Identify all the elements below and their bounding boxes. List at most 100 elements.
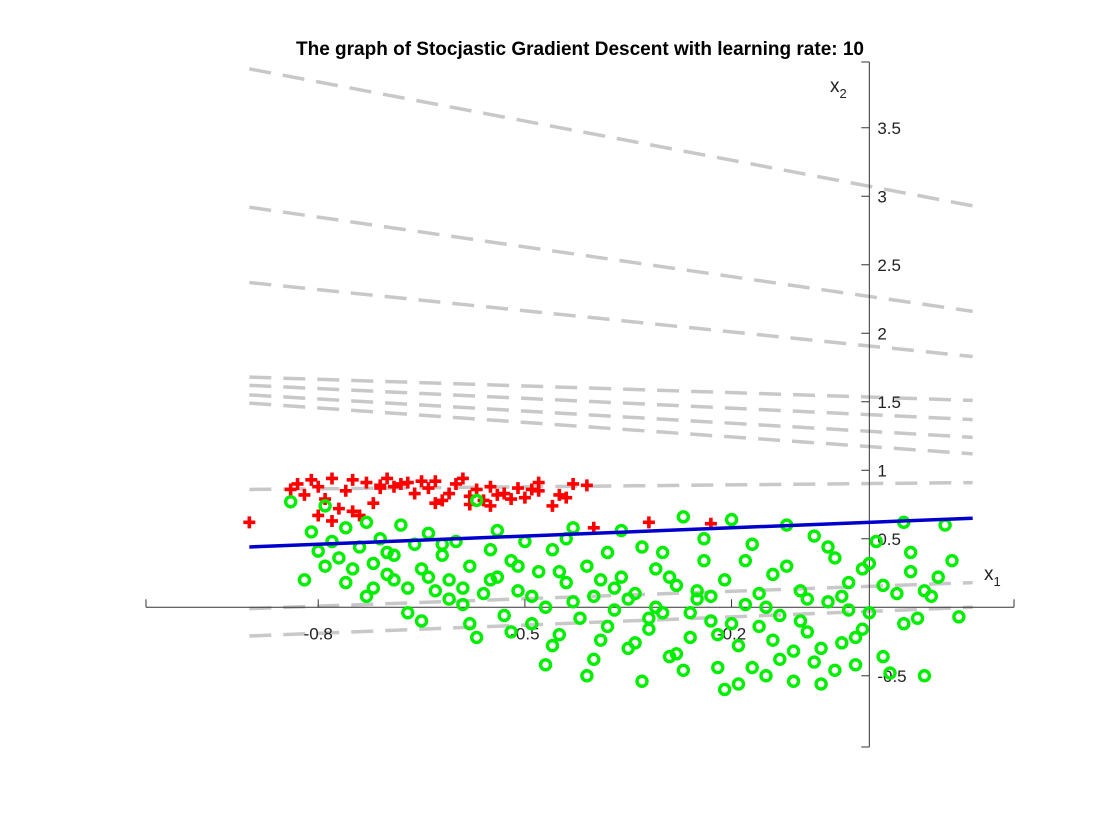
positive-class-point	[353, 509, 366, 522]
negative-class-point	[456, 597, 470, 612]
svg-text:x2: x2	[830, 76, 847, 101]
negative-class-point	[848, 658, 863, 672]
negative-class-point	[559, 575, 573, 590]
positive-class-point	[436, 494, 449, 507]
negative-class-point	[511, 559, 525, 573]
positive-class-point	[470, 483, 483, 496]
negative-class-point	[903, 545, 918, 560]
positive-class-point	[532, 484, 545, 497]
negative-class-point	[621, 592, 635, 606]
positive-class-point	[339, 484, 352, 497]
negative-class-point	[600, 545, 615, 560]
negative-class-point	[580, 559, 594, 573]
positive-class-point	[484, 480, 497, 493]
negative-class-point	[800, 592, 815, 606]
y-tick-label: 1	[877, 461, 886, 480]
negative-class-point	[401, 581, 415, 595]
negative-class-point	[952, 610, 966, 624]
negative-class-point	[297, 573, 312, 587]
positive-class-point	[415, 475, 428, 488]
positive-class-point	[443, 487, 456, 500]
negative-class-point	[669, 647, 684, 661]
positive-class-point	[243, 516, 256, 529]
negative-class-point	[635, 674, 649, 688]
negative-class-point	[607, 581, 622, 595]
negative-class-point	[580, 669, 594, 683]
intermediate-boundary-line	[249, 67, 973, 208]
intermediate-boundary-line	[249, 205, 973, 314]
negative-class-point	[614, 570, 629, 584]
negative-class-point	[511, 584, 525, 598]
negative-class-point	[862, 606, 877, 620]
intermediate-boundary-line	[249, 393, 973, 440]
negative-class-point	[635, 540, 649, 554]
negative-class-point	[566, 595, 580, 609]
negative-class-point	[339, 575, 353, 590]
positive-class-point	[429, 497, 442, 510]
negative-class-point	[325, 534, 339, 549]
negative-class-point	[538, 658, 553, 672]
negative-class-point	[738, 553, 753, 568]
negative-class-point	[697, 532, 711, 546]
negative-class-point	[683, 630, 697, 645]
negative-class-point	[359, 589, 374, 603]
positive-class-point	[374, 479, 387, 492]
negative-class-point	[773, 608, 787, 623]
negative-class-point	[655, 545, 670, 560]
x-axis-label: x1	[984, 564, 1001, 589]
positive-class-point	[312, 480, 325, 493]
negative-class-point	[704, 589, 718, 603]
y-axis-label: x2	[830, 76, 847, 101]
negative-class-point	[662, 570, 677, 584]
negative-class-point	[332, 551, 346, 565]
negative-class-point	[724, 512, 739, 527]
negative-class-point	[814, 677, 828, 691]
negative-class-point	[800, 625, 815, 639]
positive-class-point	[346, 473, 359, 486]
negative-class-point	[855, 622, 870, 636]
positive-class-point	[367, 497, 380, 510]
positive-class-point	[498, 487, 511, 500]
positive-class-point	[388, 480, 400, 493]
negative-class-point	[304, 525, 319, 539]
negative-class-point	[573, 611, 587, 625]
negative-class-point	[676, 663, 691, 677]
negative-class-point	[828, 663, 842, 677]
negative-class-point	[793, 614, 808, 628]
negative-class-point	[897, 617, 911, 631]
negative-class-point	[587, 589, 601, 603]
intermediate-boundary-line	[249, 480, 973, 492]
negative-class-point	[593, 633, 608, 647]
boundary-lines	[249, 67, 973, 638]
negative-class-point	[380, 545, 394, 560]
negative-class-point	[545, 638, 560, 653]
negative-class-point	[463, 559, 477, 573]
negative-class-point	[401, 606, 415, 620]
negative-class-point	[711, 627, 725, 642]
negative-class-point	[835, 589, 849, 603]
negative-class-point	[421, 570, 436, 584]
positive-class-point	[305, 473, 318, 486]
positive-class-point	[401, 476, 414, 489]
y-tick-label: 0.5	[877, 530, 901, 549]
negative-class-point	[421, 526, 436, 540]
negative-class-point	[841, 575, 856, 590]
negative-class-point	[628, 636, 642, 650]
negative-class-point	[339, 521, 353, 535]
data-points	[243, 472, 966, 697]
negative-class-point	[821, 595, 835, 609]
negative-class-point	[531, 564, 546, 579]
positive-class-point	[298, 488, 311, 501]
negative-class-point	[697, 553, 711, 568]
svg-text:x1: x1	[984, 564, 1001, 589]
negative-class-point	[387, 548, 401, 562]
negative-class-point	[483, 573, 498, 587]
intermediate-boundary-line	[249, 383, 973, 422]
y-axis-label-text: x	[830, 76, 840, 97]
negative-class-point	[793, 584, 808, 598]
negative-class-point	[759, 669, 773, 683]
negative-class-point	[766, 567, 780, 582]
negative-class-point	[490, 523, 505, 538]
negative-class-point	[745, 660, 759, 675]
